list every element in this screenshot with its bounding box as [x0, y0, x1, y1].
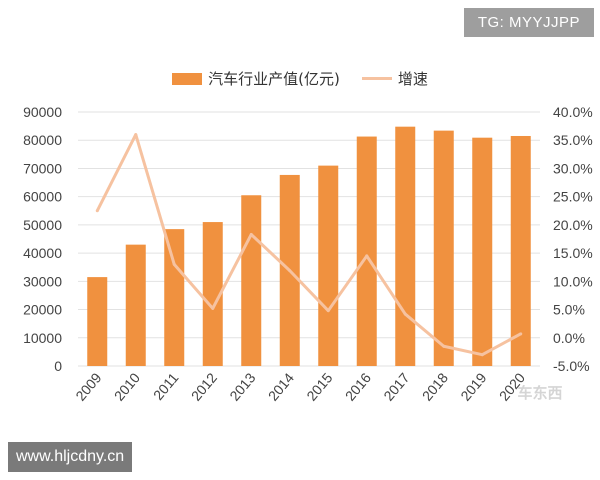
- y-left-tick-label: 50000: [23, 217, 62, 233]
- tg-badge: TG: MYYJJPP: [463, 8, 594, 37]
- y-left-tick-label: 30000: [23, 273, 62, 289]
- growth-line: [95, 133, 522, 357]
- y-axis-right-labels: -5.0% 0.0% 5.0% 10.0% 15.0% 20.0% 25.0% 30.0% 35…: [553, 104, 593, 374]
- x-tick-label: 2012: [188, 369, 220, 403]
- bars-layer: [87, 126, 531, 366]
- growth-point-2015: [326, 309, 330, 313]
- bar-2009: [87, 277, 108, 366]
- y-right-tick-label: 5.0%: [553, 302, 585, 318]
- x-tick-label: 2013: [226, 369, 258, 403]
- x-tick-label: 2009: [72, 369, 104, 403]
- legend-label-growth: 增速: [397, 70, 428, 88]
- growth-point-2019: [480, 353, 484, 357]
- y-right-tick-label: 25.0%: [553, 189, 593, 205]
- y-right-tick-label: 10.0%: [553, 273, 593, 289]
- bar-2017: [395, 126, 416, 366]
- y-left-tick-label: 20000: [23, 302, 62, 318]
- y-right-tick-label: 0.0%: [553, 330, 585, 346]
- bar-2019: [472, 137, 493, 366]
- legend-swatch-bar: [172, 72, 203, 85]
- growth-point-2017: [403, 312, 407, 316]
- bar-2015: [318, 165, 339, 366]
- x-axis-labels: 2009 2010 2011 2012 2013 2014 2015 2016 2017 2018…: [72, 369, 528, 403]
- growth-point-2010: [134, 133, 138, 137]
- y-left-tick-label: 70000: [23, 160, 62, 176]
- y-left-tick-label: 0: [54, 358, 62, 374]
- chart-legend: 汽车行业产值(亿元) 增速: [0, 68, 600, 89]
- y-right-tick-label: 40.0%: [553, 104, 593, 120]
- watermark-text: 车东西: [517, 384, 562, 402]
- bar-2010: [125, 244, 146, 366]
- bar-2016: [356, 136, 377, 366]
- growth-point-2016: [365, 254, 369, 258]
- x-tick-label: 2019: [457, 369, 489, 403]
- y-right-tick-label: 30.0%: [553, 160, 593, 176]
- legend-swatch-line: [361, 77, 392, 80]
- legend-label-output: 汽车行业产值(亿元): [208, 70, 340, 88]
- growth-point-2018: [442, 344, 446, 348]
- legend-item-output: 汽车行业产值(亿元): [172, 68, 340, 89]
- y-left-tick-label: 90000: [23, 104, 62, 120]
- y-left-tick-label: 10000: [23, 330, 62, 346]
- y-axis-left-labels: 0 10000 20000 30000 40000 50000 60000 70000 8000…: [23, 104, 62, 374]
- x-tick-label: 2017: [380, 369, 412, 403]
- y-right-tick-label: 20.0%: [553, 217, 593, 233]
- x-tick-label: 2010: [111, 369, 143, 403]
- growth-point-2013: [249, 232, 253, 236]
- bar-2012: [202, 222, 223, 366]
- growth-point-2011: [172, 262, 176, 266]
- bar-2011: [164, 229, 185, 366]
- growth-point-2014: [288, 269, 292, 273]
- site-url-badge: www.hljcdny.cn: [8, 442, 133, 472]
- bar-2018: [433, 130, 454, 366]
- x-tick-label: 2011: [150, 369, 182, 403]
- y-left-tick-label: 40000: [23, 245, 62, 261]
- legend-item-growth: 增速: [361, 68, 428, 89]
- y-left-tick-label: 60000: [23, 189, 62, 205]
- bar-2020: [510, 135, 531, 366]
- growth-point-2020: [519, 332, 523, 336]
- x-tick-label: 2015: [303, 369, 335, 403]
- y-right-tick-label: 15.0%: [553, 245, 593, 261]
- y-right-tick-label: 35.0%: [553, 132, 593, 148]
- x-tick-label: 2018: [419, 369, 451, 403]
- grid-layer: [78, 111, 540, 367]
- x-tick-label: 2014: [265, 369, 297, 403]
- y-left-tick-label: 80000: [23, 132, 62, 148]
- y-right-tick-label: -5.0%: [553, 358, 590, 374]
- x-tick-label: 2016: [342, 369, 374, 403]
- growth-point-2009: [95, 209, 99, 213]
- bar-2013: [241, 195, 262, 366]
- line-layer: [95, 133, 523, 357]
- growth-point-2012: [211, 306, 215, 310]
